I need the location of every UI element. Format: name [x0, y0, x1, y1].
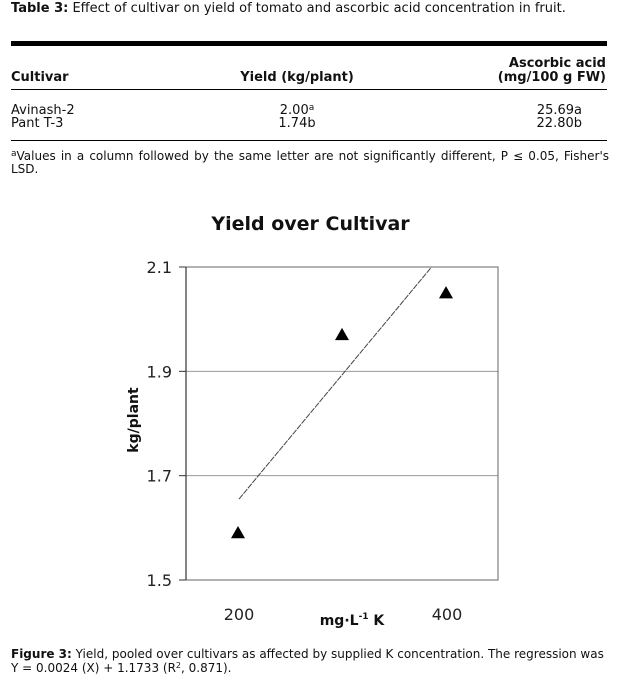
- y-axis-label: kg/plant: [126, 387, 142, 453]
- row-yield-value: 2.00: [279, 103, 309, 118]
- row-ascorbic: 22.80b: [536, 116, 582, 131]
- footnote-mark: a: [11, 149, 17, 159]
- figure-caption: Figure 3: Yield, pooled over cultivars a…: [11, 647, 609, 675]
- caption-text: Yield, pooled over cultivars as affected…: [11, 647, 604, 675]
- figure-label: Figure 3:: [11, 647, 72, 661]
- y-tick-label: 2.1: [147, 258, 172, 277]
- footnote-text: Values in a column followed by the same …: [11, 149, 609, 176]
- data-point: [335, 327, 349, 341]
- x-tick-label: 400: [432, 605, 463, 624]
- x-tick-label: 200: [224, 605, 255, 624]
- table-header-rule: [11, 89, 607, 90]
- y-tick-label: 1.5: [147, 571, 172, 590]
- header-cultivar: Cultivar: [11, 70, 69, 85]
- header-ascorbic-line1: Ascorbic acid: [508, 56, 606, 71]
- x-axis-label: mg·L-1 K: [320, 612, 386, 629]
- row-yield: 1.74b: [278, 116, 316, 131]
- plot-border: [185, 266, 499, 581]
- row-cultivar: Pant T-3: [11, 116, 64, 131]
- row-yield-superscript: a: [308, 103, 315, 113]
- data-point: [231, 526, 245, 539]
- header-ascorbic-line2: (mg/100 g FW): [497, 70, 606, 85]
- table-bottom-rule: [11, 140, 607, 141]
- header-yield: Yield (kg/plant): [240, 70, 354, 85]
- row-cultivar: Avinash-2: [11, 103, 75, 118]
- caption-sup: 2: [175, 661, 181, 670]
- x-axis-label-main: mg·L: [320, 613, 359, 629]
- y-tick-label: 1.7: [147, 467, 172, 486]
- data-point: [439, 286, 453, 299]
- table-label: Table 3:: [11, 1, 69, 16]
- x-axis-label-sup: -1: [359, 612, 369, 622]
- table-title: Table 3: Effect of cultivar on yield of …: [11, 1, 611, 17]
- table-title-text: Effect of cultivar on yield of tomato an…: [72, 1, 566, 16]
- y-tick-label: 1.9: [147, 362, 172, 381]
- regression-line: [238, 266, 432, 500]
- caption-text-end: , 0.871).: [181, 661, 232, 675]
- plot-area: 2.1 1.9 1.7 1.5 200 400: [147, 258, 499, 624]
- table-top-rule: [11, 41, 607, 46]
- row-ascorbic: 25.69a: [536, 103, 582, 118]
- x-axis-label-suffix: K: [369, 613, 386, 629]
- row-yield: 2.00a: [212, 103, 382, 118]
- table-footnote: aValues in a column followed by the same…: [11, 150, 609, 176]
- chart-title: Yield over Cultivar: [211, 213, 410, 235]
